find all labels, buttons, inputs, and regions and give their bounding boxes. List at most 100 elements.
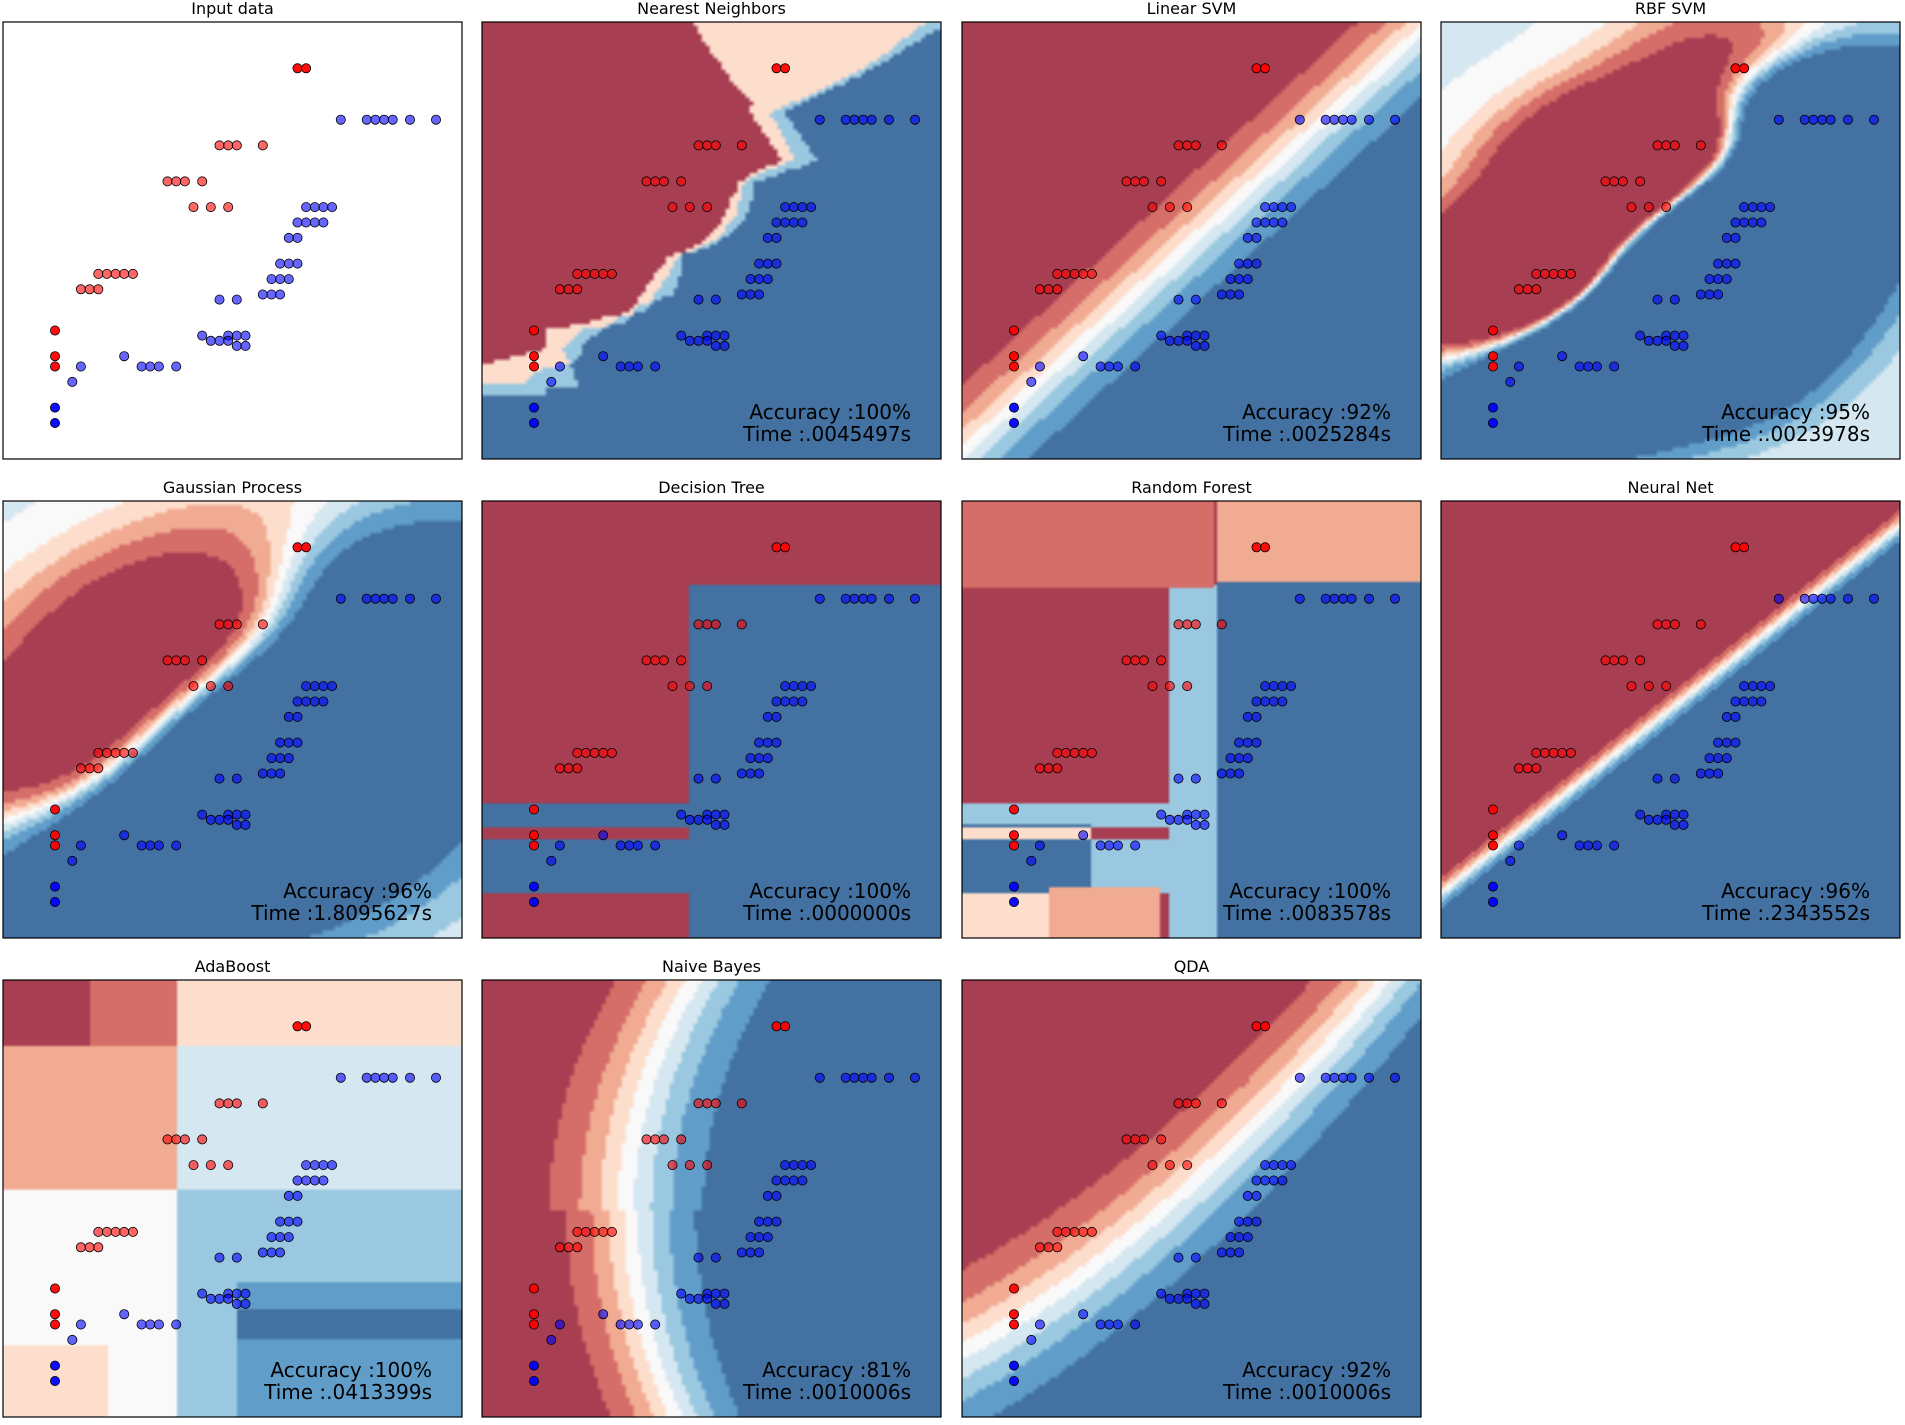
red-point: [1251, 1021, 1262, 1032]
red-point: [50, 1319, 61, 1330]
red-point: [1488, 361, 1499, 372]
red-point: [179, 176, 190, 187]
red-point: [50, 325, 61, 336]
blue-point: [1739, 217, 1750, 228]
blue-point: [598, 1309, 609, 1320]
blue-point: [292, 258, 303, 269]
blue-point: [1346, 1072, 1357, 1083]
blue-point: [318, 1175, 329, 1186]
blue-point: [1294, 114, 1305, 125]
blue-point: [1713, 768, 1724, 779]
blue-point: [223, 814, 234, 825]
axes-frame: [1440, 21, 1901, 460]
red-point: [84, 1242, 95, 1253]
blue-point: [318, 681, 329, 692]
red-point: [257, 619, 268, 630]
red-point: [231, 1098, 242, 1109]
chart-panel-8: Neural Net Accuracy :96%Time :.2343552s: [1440, 478, 1901, 939]
blue-point: [858, 114, 869, 125]
blue-point: [1164, 814, 1175, 825]
red-point: [1260, 1021, 1271, 1032]
blue-point: [762, 258, 773, 269]
red-point: [1138, 1134, 1149, 1145]
red-point: [572, 284, 583, 295]
blue-point: [1817, 114, 1828, 125]
time-label: Time :.0000000s: [742, 901, 911, 925]
blue-point: [1199, 340, 1210, 351]
blue-point: [1242, 1216, 1253, 1227]
blue-point: [275, 1232, 286, 1243]
blue-point: [1199, 819, 1210, 830]
red-point: [214, 619, 225, 630]
blue-point: [1583, 840, 1594, 851]
chart-title: Decision Tree: [658, 478, 765, 497]
blue-point: [430, 593, 441, 604]
blue-point: [762, 1232, 773, 1243]
red-point: [676, 1134, 687, 1145]
blue-point: [1364, 593, 1375, 604]
blue-point: [1225, 1247, 1236, 1258]
blue-point: [693, 294, 704, 305]
blue-point: [1488, 417, 1499, 428]
red-point: [75, 1242, 86, 1253]
blue-point: [275, 768, 286, 779]
blue-point: [266, 289, 277, 300]
chart-panel-3: Linear SVM Accuracy :92%Time :.0025284s: [961, 0, 1422, 460]
blue-point: [529, 1360, 540, 1371]
blue-point: [1242, 1232, 1253, 1243]
blue-point: [745, 289, 756, 300]
blue-point: [1009, 897, 1020, 908]
red-point: [702, 1098, 713, 1109]
blue-point: [1721, 232, 1732, 243]
red-point: [702, 1160, 713, 1171]
blue-point: [736, 768, 747, 779]
blue-point: [1260, 1160, 1271, 1171]
blue-point: [632, 840, 643, 851]
red-point: [93, 763, 104, 774]
blue-point: [745, 768, 756, 779]
red-point: [1695, 619, 1706, 630]
blue-point: [309, 1175, 320, 1186]
blue-point: [1277, 1160, 1288, 1171]
blue-point: [676, 330, 687, 341]
time-label: Time :.0010006s: [1222, 1380, 1391, 1404]
red-point: [684, 681, 695, 692]
red-point: [301, 542, 312, 553]
blue-point: [840, 114, 851, 125]
blue-point: [301, 696, 312, 707]
blue-point: [327, 681, 338, 692]
red-point: [50, 1309, 61, 1320]
red-point: [119, 268, 130, 279]
blue-point: [1583, 361, 1594, 372]
blue-point: [1173, 294, 1184, 305]
blue-point: [1251, 1190, 1262, 1201]
red-point: [50, 1283, 61, 1294]
blue-point: [257, 1247, 268, 1258]
blue-point: [50, 402, 61, 413]
blue-point: [275, 753, 286, 764]
red-point: [529, 840, 540, 851]
blue-point: [1739, 202, 1750, 213]
red-point: [1488, 351, 1499, 362]
blue-point: [771, 258, 782, 269]
red-point: [1739, 542, 1750, 553]
blue-point: [1730, 258, 1741, 269]
blue-point: [1505, 855, 1516, 866]
blue-point: [840, 593, 851, 604]
blue-point: [1364, 1072, 1375, 1083]
red-point: [1147, 681, 1158, 692]
blue-point: [1669, 819, 1680, 830]
blue-point: [50, 897, 61, 908]
blue-point: [370, 1072, 381, 1083]
blue-point: [1338, 114, 1349, 125]
red-point: [50, 804, 61, 815]
blue-point: [231, 330, 242, 341]
blue-point: [1721, 274, 1732, 285]
blue-point: [1234, 1232, 1245, 1243]
red-point: [1617, 655, 1628, 666]
blue-point: [806, 1160, 817, 1171]
red-point: [1190, 140, 1201, 151]
blue-point: [292, 696, 303, 707]
blue-point: [266, 274, 277, 285]
